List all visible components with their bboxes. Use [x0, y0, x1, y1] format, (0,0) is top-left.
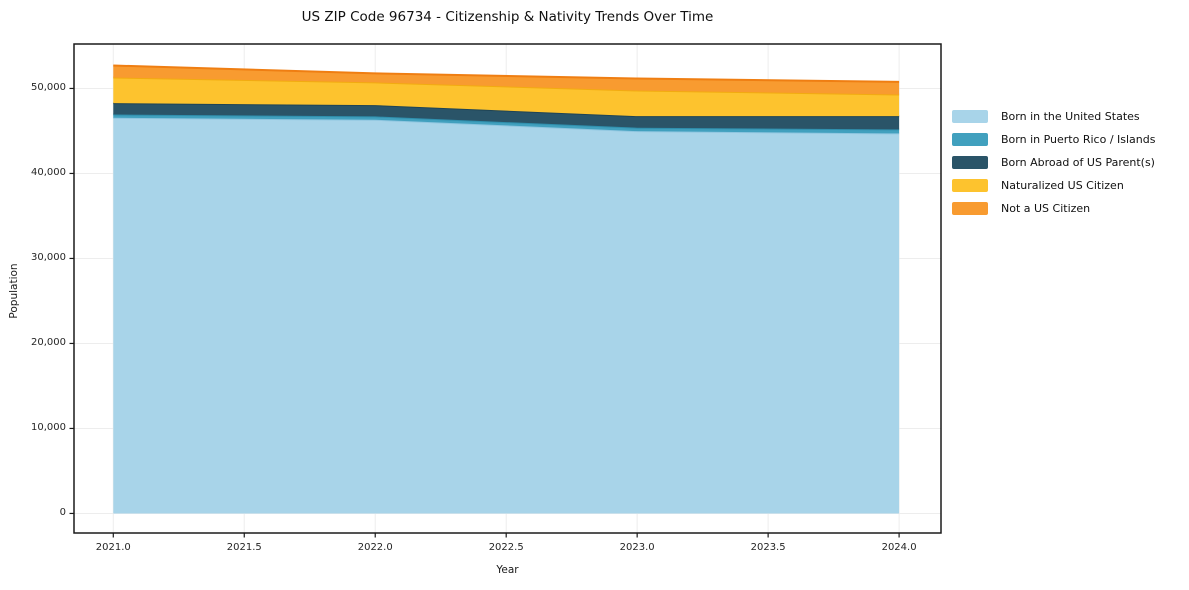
x-tick-label: 2021.0 — [95, 542, 131, 553]
y-tick-label: 10,000 — [31, 421, 66, 433]
chart-title: US ZIP Code 96734 - Citizenship & Nativi… — [301, 9, 714, 25]
legend-item-born-abroad-of-us-parent-s: Born Abroad of US Parent(s) — [952, 151, 1155, 174]
legend-swatch-icon — [952, 133, 988, 146]
legend-item-born-in-puerto-rico-islands: Born in Puerto Rico / Islands — [952, 128, 1155, 151]
legend-label: Not a US Citizen — [1001, 202, 1091, 215]
legend-swatch-icon — [952, 156, 988, 169]
x-tick-label: 2023.0 — [619, 542, 655, 553]
area-born-abroad-of-us-parent-s — [113, 103, 900, 130]
y-tick-label: 50,000 — [31, 81, 66, 93]
x-axis-label: Year — [496, 564, 519, 576]
y-tick-label: 20,000 — [31, 336, 66, 348]
x-tick-label: 2024.0 — [881, 542, 917, 553]
area-edge-not-a-us-citizen — [113, 64, 900, 83]
legend-label: Born in the United States — [1001, 110, 1140, 123]
y-tick-label: 30,000 — [31, 251, 66, 263]
x-tick-label: 2021.5 — [226, 542, 262, 553]
y-tick-label: 0 — [59, 506, 66, 518]
legend-label: Born Abroad of US Parent(s) — [1001, 156, 1155, 169]
area-naturalized-us-citizen — [113, 77, 900, 117]
legend-label: Born in Puerto Rico / Islands — [1001, 133, 1156, 146]
x-tick-label: 2022.5 — [488, 542, 524, 553]
legend-swatch-icon — [952, 110, 988, 123]
legend-item-naturalized-us-citizen: Naturalized US Citizen — [952, 174, 1155, 197]
area-not-a-us-citizen — [113, 65, 900, 95]
area-born-in-the-united-states — [113, 117, 900, 514]
plot-border — [73, 43, 942, 534]
legend-item-born-in-the-united-states: Born in the United States — [952, 105, 1155, 128]
legend-item-not-a-us-citizen: Not a US Citizen — [952, 197, 1155, 220]
x-tick-label: 2022.0 — [357, 542, 393, 553]
x-tick-label: 2023.5 — [750, 542, 786, 553]
y-axis-label: Population — [8, 263, 20, 319]
y-tick-label: 40,000 — [31, 166, 66, 178]
legend: Born in the United States Born in Puerto … — [952, 105, 1155, 220]
legend-label: Naturalized US Citizen — [1001, 179, 1124, 192]
legend-swatch-icon — [952, 179, 988, 192]
legend-swatch-icon — [952, 202, 988, 215]
